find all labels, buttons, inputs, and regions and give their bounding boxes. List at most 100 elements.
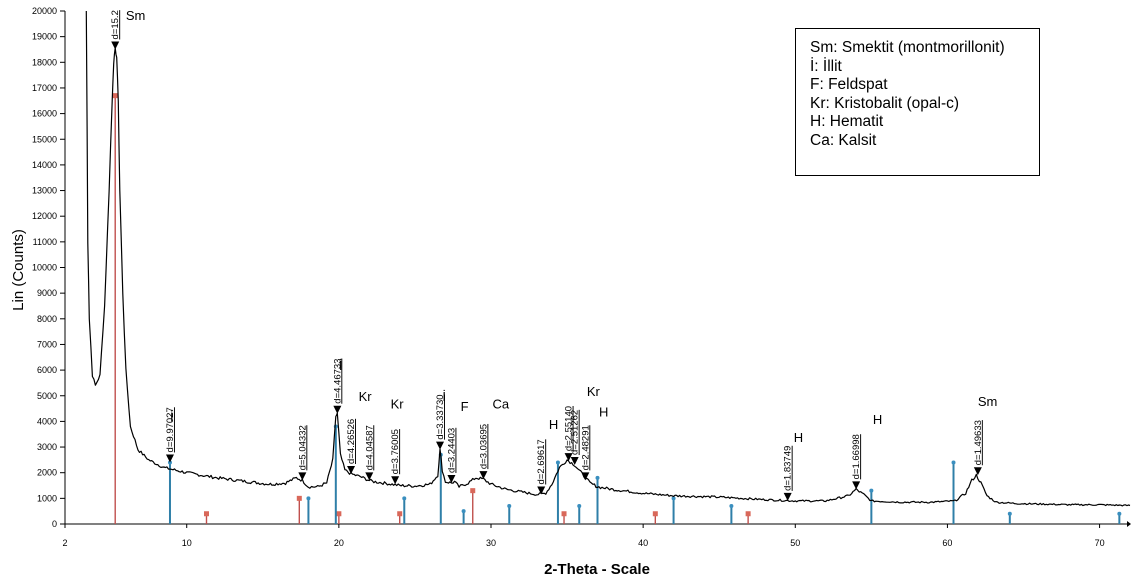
peak-arrow xyxy=(973,467,982,476)
y-tick-label: 19000 xyxy=(32,32,57,42)
d-spacing-label: d=5.04332 xyxy=(297,425,308,470)
y-tick-label: 3000 xyxy=(37,442,57,452)
phase-label: Kr xyxy=(391,397,405,412)
phase-label: H xyxy=(873,412,882,427)
reference-marker-blue xyxy=(951,460,956,465)
axes: 0 1000 2000 3000 4000 5000 6000 7000 8000 9000 100… xyxy=(32,6,1131,548)
phase-label: H xyxy=(599,404,608,419)
legend-item-sm: Sm: Smektit (montmorillonit) xyxy=(810,39,1005,56)
d-spacing-label: d=3.24403 xyxy=(446,428,457,473)
d-spacing-label: d=3.03695 xyxy=(478,424,489,469)
d-spacing-label: d=4.46733 xyxy=(332,359,343,404)
peak-arrow xyxy=(111,41,120,50)
phase-label: İ xyxy=(442,389,446,404)
x-tick-label: 20 xyxy=(334,538,344,548)
diffraction-trace xyxy=(85,10,1131,507)
peak-arrow xyxy=(537,486,546,495)
reference-marker-red xyxy=(745,511,751,517)
y-tick-label: 5000 xyxy=(37,391,57,401)
reference-marker-blue xyxy=(869,488,874,493)
d-spacing-label: d=2.48291 xyxy=(580,425,591,470)
d-spacing-label: d=1.83749 xyxy=(783,446,794,491)
legend-item-kristobalit: Kr: Kristobalit (opal-c) xyxy=(810,94,960,112)
phase-label: İ xyxy=(170,409,174,424)
reference-marker-blue xyxy=(507,504,512,509)
legend: Sm: Smektit (montmorillonit) İ: İllit F:… xyxy=(795,28,1040,176)
phase-label: Sm xyxy=(978,394,998,409)
phase-label: Kr xyxy=(359,389,373,404)
d-spacing-labels: d=15.2 d=9.97027 d=5.04332 d=4.46733 d=4.265… xyxy=(110,10,984,501)
y-tick-label: 16000 xyxy=(32,109,57,119)
d-spacing-label: d=2.51262 xyxy=(570,410,581,455)
y-tick-label: 17000 xyxy=(32,83,57,93)
reference-marker-red xyxy=(652,511,658,517)
peak-arrow xyxy=(391,476,400,485)
reference-marker-blue xyxy=(671,496,676,501)
peak-arrow xyxy=(564,453,573,462)
phase-label: H xyxy=(549,417,558,432)
x-tick-label: 70 xyxy=(1095,538,1105,548)
y-tick-label: 12000 xyxy=(32,211,57,221)
reference-marker-red xyxy=(336,511,342,517)
y-tick-label: 7000 xyxy=(37,339,57,349)
y-tick-label: 14000 xyxy=(32,160,57,170)
peak-arrow xyxy=(852,481,861,490)
y-tick-label: 9000 xyxy=(37,288,57,298)
reference-marker-blue xyxy=(1117,511,1122,516)
peak-arrow xyxy=(447,474,456,483)
y-tick-label: 6000 xyxy=(37,365,57,375)
d-spacing-label: d=15.2 xyxy=(110,10,121,39)
y-tick-label: 15000 xyxy=(32,134,57,144)
reference-marker-red xyxy=(470,488,476,494)
reference-lines xyxy=(112,93,1122,524)
reference-marker-red xyxy=(296,495,302,501)
y-axis-label: Lin (Counts) xyxy=(10,229,27,311)
y-tick-label: 10000 xyxy=(32,263,57,273)
phase-label: H xyxy=(794,430,803,445)
reference-marker-blue xyxy=(1007,511,1012,516)
peak-arrow xyxy=(570,457,579,466)
d-spacing-label: d=3.33730 xyxy=(435,394,446,439)
reference-marker-blue xyxy=(595,475,600,480)
x-tick-label: 40 xyxy=(638,538,648,548)
phase-label: F xyxy=(461,399,469,414)
y-tick-label: 13000 xyxy=(32,186,57,196)
reference-marker-red xyxy=(561,511,567,517)
phase-label: Ca xyxy=(493,397,510,412)
reference-marker-blue xyxy=(461,509,466,514)
phase-label: İ xyxy=(339,358,343,373)
peak-arrow xyxy=(479,471,488,480)
x-axis-arrow xyxy=(1127,521,1131,527)
y-tick-label: 2000 xyxy=(37,468,57,478)
phase-label: Sm xyxy=(126,8,146,23)
y-tick-label: 11000 xyxy=(33,237,57,247)
x-tick-label: 10 xyxy=(182,538,192,548)
legend-item-hematit: H: Hematit xyxy=(810,113,884,130)
d-spacing-label: d=2.69617 xyxy=(536,439,547,484)
peak-arrow xyxy=(298,472,307,481)
x-tick-label: 60 xyxy=(942,538,952,548)
d-spacing-label: d=3.76005 xyxy=(390,429,401,474)
y-tick-label: 0 xyxy=(52,519,57,529)
peak-arrow xyxy=(333,405,342,414)
d-spacing-label: d=2.55140 xyxy=(564,406,575,451)
d-spacing-label: d=9.97027 xyxy=(165,407,176,452)
y-tick-label: 20000 xyxy=(32,6,57,16)
reference-marker-blue xyxy=(577,504,582,509)
d-spacing-label: d=4.26526 xyxy=(346,419,357,464)
reference-marker-blue xyxy=(402,496,407,501)
x-tick-label: 50 xyxy=(790,538,800,548)
phase-label: Kr xyxy=(587,384,601,399)
peak-arrow xyxy=(581,472,590,481)
reference-marker-blue xyxy=(555,460,560,465)
y-tick-label: 8000 xyxy=(37,314,57,324)
reference-marker-red xyxy=(112,93,118,99)
reference-marker-red xyxy=(397,511,403,517)
x-axis-label: 2-Theta - Scale xyxy=(544,561,650,578)
d-spacing-label: d=1.66998 xyxy=(851,434,862,479)
legend-item-illit: İ: İllit xyxy=(810,57,842,75)
peak-arrow xyxy=(436,441,445,450)
peak-arrow xyxy=(165,454,174,463)
